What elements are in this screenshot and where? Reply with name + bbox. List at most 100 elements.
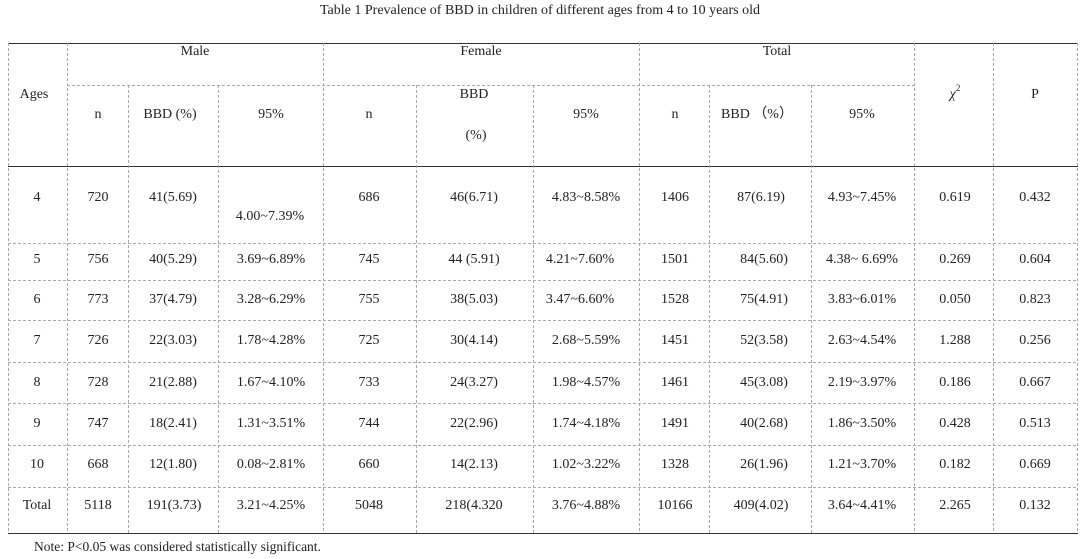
header-ages: Ages xyxy=(19,87,49,102)
row-total-male-ci: 3.21~4.25% xyxy=(236,498,306,513)
row-7-male-bbd: 22(3.03) xyxy=(149,333,197,348)
row-10-chi: 0.182 xyxy=(939,457,971,472)
row-9-male-bbd: 18(2.41) xyxy=(149,416,197,431)
row-4-total-n: 1406 xyxy=(661,190,689,205)
header-male-ci: 95% xyxy=(258,107,284,122)
header-male: Male xyxy=(180,44,210,59)
row-8-total-ci: 2.19~3.97% xyxy=(827,375,897,390)
row-5-female-bbd: 44 (5.91) xyxy=(448,252,500,267)
row-total-total-bbd: 409(4.02) xyxy=(733,498,789,513)
row-5-total-ci: 4.38~ 6.69% xyxy=(826,252,898,267)
row-9-male-ci: 1.31~3.51% xyxy=(236,416,306,431)
header-p: P xyxy=(1031,87,1039,102)
header-female-ci: 95% xyxy=(573,107,599,122)
header-female-bbd-line2: (%) xyxy=(465,128,487,143)
row-9-total-n: 1491 xyxy=(661,416,689,431)
row-4-p: 0.432 xyxy=(1019,190,1051,205)
row-total-female-ci: 3.76~4.88% xyxy=(551,498,621,513)
row-7-male-n: 726 xyxy=(87,333,109,348)
row-8-p: 0.667 xyxy=(1019,375,1051,390)
row-total-p: 0.132 xyxy=(1019,498,1051,513)
row-4-female-bbd: 46(6.71) xyxy=(450,190,498,205)
row-total-total-ci: 3.64~4.41% xyxy=(827,498,897,513)
row-10-total-bbd: 26(1.96) xyxy=(740,457,788,472)
row-7-chi: 1.288 xyxy=(939,333,971,348)
row-6-total-bbd: 75(4.91) xyxy=(740,292,788,307)
header-total-n: n xyxy=(671,107,679,122)
row-9-total-ci: 1.86~3.50% xyxy=(827,416,897,431)
row-10-female-ci: 1.02~3.22% xyxy=(551,457,621,472)
header-male-bbd: BBD (%) xyxy=(143,107,197,122)
row-9-male-n: 747 xyxy=(87,416,109,431)
row-total-male-bbd: 191(3.73) xyxy=(146,498,202,513)
row-7-total-bbd: 52(3.58) xyxy=(740,333,788,348)
row-9-female-n: 744 xyxy=(358,416,380,431)
header-female-n: n xyxy=(365,107,373,122)
row-6-age: 6 xyxy=(33,292,41,307)
row-8-total-bbd: 45(3.08) xyxy=(740,375,788,390)
row-6-female-bbd: 38(5.03) xyxy=(450,292,498,307)
row-total-female-bbd: 218(4.320 xyxy=(445,498,503,513)
row-8-female-ci: 1.98~4.57% xyxy=(551,375,621,390)
row-5-age: 5 xyxy=(33,252,41,267)
row-8-total-n: 1461 xyxy=(661,375,689,390)
row-8-female-bbd: 24(3.27) xyxy=(450,375,498,390)
row-6-male-bbd: 37(4.79) xyxy=(149,292,197,307)
row-7-female-n: 725 xyxy=(358,333,380,348)
row-9-total-bbd: 40(2.68) xyxy=(740,416,788,431)
table-footnote: Note: P<0.05 was considered statisticall… xyxy=(34,539,321,554)
row-5-p: 0.604 xyxy=(1019,252,1051,267)
row-10-male-n: 668 xyxy=(87,457,109,472)
row-4-chi: 0.619 xyxy=(939,190,971,205)
row-7-age: 7 xyxy=(33,333,41,348)
row-10-total-ci: 1.21~3.70% xyxy=(827,457,897,472)
row-4-male-ci: 4.00~7.39% xyxy=(235,209,305,224)
row-7-male-ci: 1.78~4.28% xyxy=(236,333,306,348)
row-6-male-ci: 3.28~6.29% xyxy=(236,292,306,307)
row-total-chi: 2.265 xyxy=(939,498,971,513)
row-6-p: 0.823 xyxy=(1019,292,1051,307)
header-female: Female xyxy=(460,44,502,59)
row-6-total-n: 1528 xyxy=(661,292,689,307)
row-7-p: 0.256 xyxy=(1019,333,1051,348)
row-5-female-n: 745 xyxy=(358,252,380,267)
row-total-total-n: 10166 xyxy=(657,498,693,513)
row-6-chi: 0.050 xyxy=(939,292,971,307)
row-10-age: 10 xyxy=(30,457,44,472)
header-total: Total xyxy=(762,44,792,59)
row-8-age: 8 xyxy=(33,375,41,390)
row-4-female-ci: 4.83~8.58% xyxy=(551,190,621,205)
row-6-female-ci: 3.47~6.60% xyxy=(545,292,615,307)
row-10-female-bbd: 14(2.13) xyxy=(450,457,498,472)
row-4-total-ci: 4.93~7.45% xyxy=(827,190,897,205)
row-10-total-n: 1328 xyxy=(661,457,689,472)
row-8-female-n: 733 xyxy=(358,375,380,390)
row-4-female-n: 686 xyxy=(358,190,380,205)
row-10-male-bbd: 12(1.80) xyxy=(149,457,197,472)
row-6-female-n: 755 xyxy=(358,292,380,307)
row-10-p: 0.669 xyxy=(1019,457,1051,472)
row-5-total-n: 1501 xyxy=(661,252,689,267)
row-5-male-bbd: 40(5.29) xyxy=(149,252,197,267)
row-5-male-ci: 3.69~6.89% xyxy=(236,252,306,267)
row-6-male-n: 773 xyxy=(87,292,109,307)
chi-superscript: 2 xyxy=(955,83,961,93)
row-9-chi: 0.428 xyxy=(939,416,971,431)
row-4-male-n: 720 xyxy=(87,190,109,205)
row-5-female-ci: 4.21~7.60% xyxy=(545,252,615,267)
row-4-age: 4 xyxy=(33,190,41,205)
row-8-male-n: 728 xyxy=(87,375,109,390)
table-title: Table 1 Prevalence of BBD in children of… xyxy=(319,3,760,18)
row-6-total-ci: 3.83~6.01% xyxy=(827,292,897,307)
header-female-bbd-line1: BBD xyxy=(459,87,489,102)
row-9-age: 9 xyxy=(33,416,41,431)
row-7-female-bbd: 30(4.14) xyxy=(450,333,498,348)
row-9-female-bbd: 22(2.96) xyxy=(450,416,498,431)
row-9-p: 0.513 xyxy=(1019,416,1051,431)
row-total-male-n: 5118 xyxy=(84,498,112,513)
row-9-female-ci: 1.74~4.18% xyxy=(551,416,621,431)
row-7-female-ci: 2.68~5.59% xyxy=(551,333,621,348)
header-male-n: n xyxy=(94,107,102,122)
row-total-label: Total xyxy=(22,498,52,513)
